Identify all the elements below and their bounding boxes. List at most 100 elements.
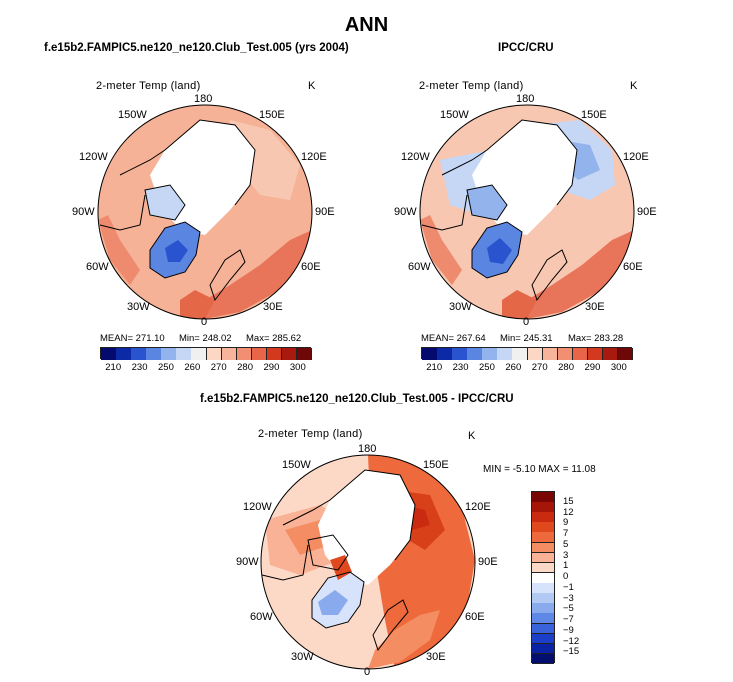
panel2-lon-label: 90W xyxy=(394,206,417,218)
colorbar-tick-label: 7 xyxy=(563,528,569,539)
panel1-colorbar xyxy=(100,347,313,360)
colorbar-swatch xyxy=(532,653,554,665)
panel2-lon-label: 150E xyxy=(581,109,607,121)
panel2-lon-label: 180 xyxy=(516,93,535,105)
panel3-lon-label: 60W xyxy=(250,611,273,623)
colorbar-swatch xyxy=(532,643,554,655)
panel1-lon-label: 0 xyxy=(201,316,208,328)
colorbar-tick-label: 0 xyxy=(563,571,569,582)
colorbar-swatch xyxy=(532,623,554,635)
panel3-lon-label: 150W xyxy=(282,459,311,471)
panel3-lon-label: 60E xyxy=(465,611,485,623)
colorbar-swatch xyxy=(146,348,162,360)
panel2-stat-min: Min= 245.31 xyxy=(500,333,553,344)
colorbar-swatch xyxy=(467,348,483,360)
colorbar-tick-label: 300 xyxy=(610,362,627,373)
panel3-stat-minmax: MIN = -5.10 MAX = 11.08 xyxy=(483,464,596,475)
colorbar-tick-label: 270 xyxy=(531,362,548,373)
colorbar-tick-label: 12 xyxy=(563,506,574,518)
colorbar-swatch xyxy=(532,522,554,533)
colorbar-tick-label: 290 xyxy=(263,362,280,373)
panel2-colorbar-labels: 210 230 250 260 270 280 290 300 xyxy=(421,362,632,374)
colorbar-tick-label: −15 xyxy=(563,646,580,658)
panel3-lon-label: 30W xyxy=(291,651,314,663)
colorbar-tick-label: 280 xyxy=(237,362,253,373)
colorbar-tick-label: −12 xyxy=(563,635,580,647)
colorbar-tick-label: 280 xyxy=(558,362,574,373)
colorbar-swatch xyxy=(602,348,619,360)
panel1-stat-max: Max= 285.62 xyxy=(246,333,302,344)
colorbar-swatch xyxy=(116,348,132,360)
panel3-lon-label: 120E xyxy=(465,501,491,513)
panel3-lon-label: 150E xyxy=(423,459,449,471)
panel2-lon-label: 30W xyxy=(449,301,472,313)
colorbar-tick-label: 210 xyxy=(105,362,122,373)
colorbar-tick-label: 15 xyxy=(563,495,574,507)
panel3-variable-label: 2-meter Temp (land) xyxy=(258,428,363,440)
colorbar-swatch xyxy=(532,633,554,645)
panel1-lon-label: 60W xyxy=(86,261,109,273)
panel2-lon-label: 60E xyxy=(623,261,643,273)
panel-title-obs: IPCC/CRU xyxy=(498,42,554,54)
panel2-units: K xyxy=(630,80,638,92)
panel3-lon-label: 0 xyxy=(364,666,371,678)
colorbar-swatch xyxy=(532,613,554,625)
panel3-lon-label: 90E xyxy=(478,556,498,568)
panel2-lon-label: 0 xyxy=(523,316,530,328)
panel2-lon-label: 90E xyxy=(637,206,657,218)
colorbar-swatch xyxy=(281,348,298,360)
colorbar-swatch xyxy=(191,348,207,360)
panel2-lon-label: 30E xyxy=(585,301,605,313)
colorbar-tick-label: 290 xyxy=(584,362,601,373)
panel2-variable-label: 2-meter Temp (land) xyxy=(419,80,524,92)
panel2-stat-max: Max= 283.28 xyxy=(568,333,624,344)
panel2-lon-label: 150W xyxy=(440,109,469,121)
panel3-lon-label: 90W xyxy=(236,556,259,568)
colorbar-swatch xyxy=(532,552,554,564)
colorbar-tick-label: −1 xyxy=(563,581,574,593)
colorbar-swatch xyxy=(512,348,528,360)
panel3-units: K xyxy=(468,430,476,442)
colorbar-swatch xyxy=(532,603,554,614)
colorbar-swatch xyxy=(532,593,554,604)
colorbar-tick-label: 5 xyxy=(563,538,569,550)
panel1-lon-label: 120E xyxy=(301,151,327,163)
panel1-colorbar-labels: 210 230 250 260 270 280 290 300 xyxy=(100,362,311,374)
panel-title-model: f.e15b2.FAMPIC5.ne120_ne120.Club_Test.00… xyxy=(44,42,349,54)
colorbar-tick-label: −9 xyxy=(563,624,574,636)
figure-title: ANN xyxy=(344,14,389,36)
panel1-lon-label: 90E xyxy=(315,206,335,218)
colorbar-swatch xyxy=(176,348,192,360)
colorbar-swatch xyxy=(437,348,453,360)
colorbar-tick-label: 230 xyxy=(131,362,148,373)
colorbar-tick-label: 9 xyxy=(563,517,569,529)
panel1-lon-label: 150W xyxy=(118,109,147,121)
colorbar-swatch xyxy=(251,348,268,360)
panel2-lon-label: 60W xyxy=(408,261,431,273)
panel3-colorbar xyxy=(531,491,555,665)
colorbar-tick-label: 1 xyxy=(563,560,569,572)
panel1-lon-label: 60E xyxy=(301,261,321,273)
panel3-lon-label: 120W xyxy=(243,501,272,513)
panel1-units: K xyxy=(308,80,316,92)
colorbar-swatch xyxy=(532,502,554,513)
colorbar-swatch xyxy=(532,542,554,554)
panel1-lon-label: 150E xyxy=(259,109,285,121)
panel3-lon-label: 30E xyxy=(426,651,446,663)
colorbar-swatch xyxy=(532,562,554,574)
colorbar-swatch xyxy=(497,348,513,360)
colorbar-tick-label: 260 xyxy=(505,362,522,373)
colorbar-tick-label: 230 xyxy=(452,362,469,373)
panel1-lon-label: 30W xyxy=(127,301,150,313)
colorbar-tick-label: 260 xyxy=(184,362,201,373)
colorbar-swatch xyxy=(532,583,554,594)
colorbar-swatch xyxy=(572,348,589,360)
colorbar-tick-label: 300 xyxy=(289,362,306,373)
panel3-colorbar-labels: 15 12 9 7 5 3 1 0 −1 −3 −5 −7 −9 −12 −15 xyxy=(563,491,603,663)
panel2-lon-label: 120E xyxy=(623,151,649,163)
panel3-lon-label: 180 xyxy=(358,443,377,455)
colorbar-tick-label: −7 xyxy=(563,614,574,625)
